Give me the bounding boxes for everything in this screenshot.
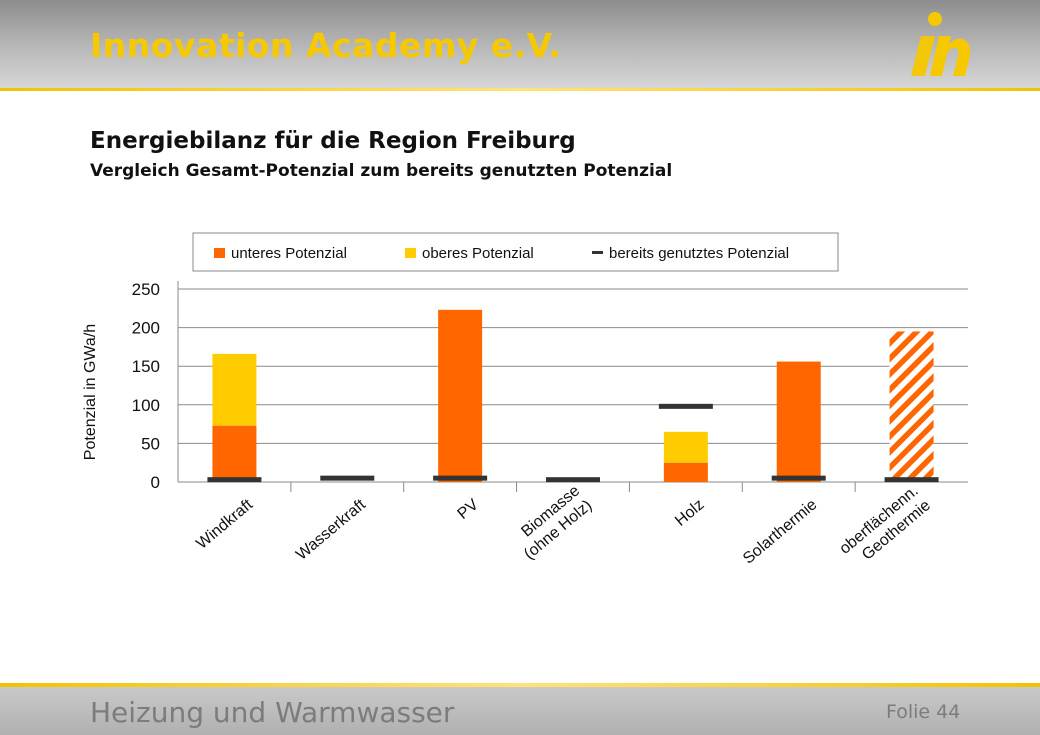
legend-swatch-genutzt <box>592 251 603 254</box>
footer-divider <box>0 683 1040 687</box>
legend-label: oberes Potenzial <box>422 245 534 262</box>
marker-genutztes-potenzial <box>884 477 939 483</box>
y-axis-label: Potenzial in GWa/h <box>82 324 99 460</box>
legend-label: bereits genutztes Potenzial <box>609 245 789 262</box>
bar-unteres-potenzial <box>889 331 934 482</box>
y-tick-label: 150 <box>132 357 160 376</box>
marker-genutztes-potenzial <box>658 403 713 409</box>
x-tick-label: oberflächenn.Geothermie <box>837 482 935 572</box>
slide-subtitle: Vergleich Gesamt-Potenzial zum bereits g… <box>90 161 673 181</box>
academy-logo-icon <box>911 12 971 76</box>
x-tick-label: PV <box>455 496 483 523</box>
x-tick-label-line: Solarthermie <box>740 496 820 567</box>
x-tick-label: Biomasse(ohne Holz) <box>509 482 596 563</box>
marker-genutztes-potenzial <box>320 475 375 481</box>
header-bar <box>0 0 1040 88</box>
x-tick-label: Solarthermie <box>740 496 820 567</box>
legend-swatch <box>214 248 225 258</box>
bar-unteres-potenzial <box>663 462 708 482</box>
marker-genutztes-potenzial <box>546 477 600 483</box>
x-tick-label: Windkraft <box>193 496 256 553</box>
y-tick-label: 100 <box>132 396 160 415</box>
marker-genutztes-potenzial <box>207 477 262 483</box>
x-tick-label: Wasserkraft <box>293 496 369 564</box>
y-tick-label: 200 <box>132 319 160 338</box>
slide-title: Energiebilanz für die Region Freiburg <box>90 128 576 154</box>
x-tick-label-line: PV <box>455 496 483 523</box>
marker-genutztes-potenzial <box>433 475 488 481</box>
bar-unteres-potenzial <box>776 361 821 482</box>
x-tick-label: Holz <box>672 496 707 530</box>
y-tick-label: 0 <box>151 473 160 492</box>
footer-title: Heizung und Warmwasser <box>90 696 455 729</box>
x-tick-label-line: Wasserkraft <box>293 496 369 564</box>
y-tick-label: 250 <box>132 280 160 299</box>
legend-box <box>192 232 839 272</box>
footer-bar <box>0 687 1040 735</box>
x-tick-label-line: Windkraft <box>193 496 256 553</box>
bar-oberes-potenzial <box>212 353 257 426</box>
slide-number: Folie 44 <box>886 701 961 723</box>
x-tick-label-line: Holz <box>672 496 707 530</box>
marker-genutztes-potenzial <box>771 475 826 481</box>
bar-oberes-potenzial <box>663 431 708 463</box>
legend-swatch <box>405 248 416 258</box>
bar-unteres-potenzial <box>212 425 257 482</box>
bar-unteres-potenzial <box>438 309 483 482</box>
y-tick-label: 50 <box>141 434 160 453</box>
brand-name: Innovation Academy e.V. <box>90 26 562 65</box>
header-divider <box>0 88 1040 91</box>
legend-label: unteres Potenzial <box>231 245 347 262</box>
